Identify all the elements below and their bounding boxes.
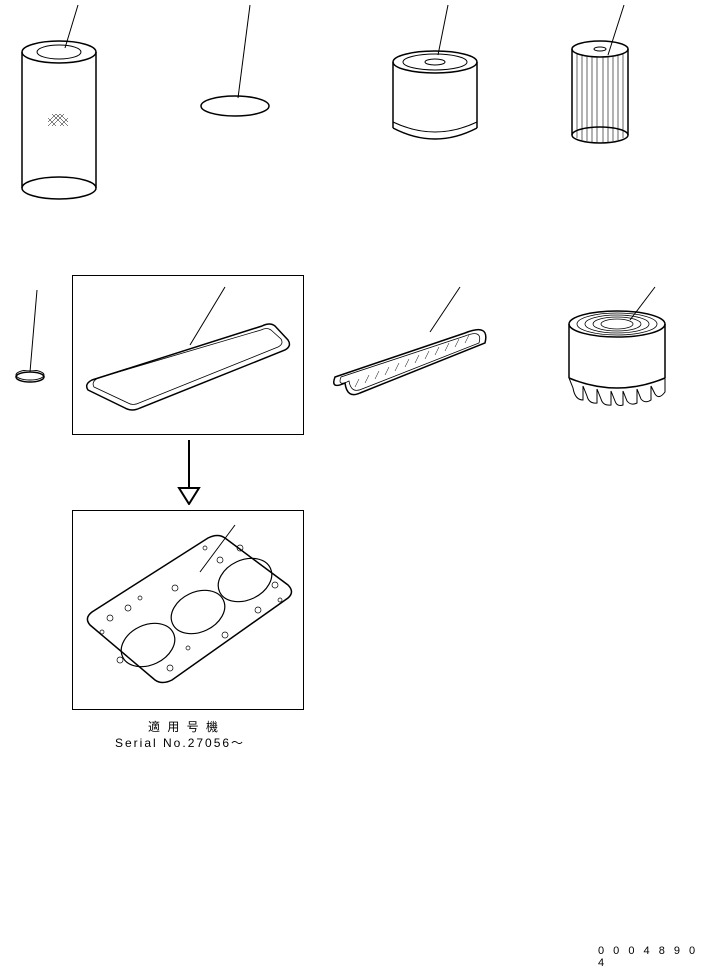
serial-caption-line2: Serial No.27056～ (115, 734, 245, 751)
drawing-number: 0 0 0 4 8 9 0 4 (598, 945, 710, 969)
leader-head-gasket (0, 0, 710, 720)
serial-caption-line1: 適 用 号 機 (148, 718, 220, 735)
